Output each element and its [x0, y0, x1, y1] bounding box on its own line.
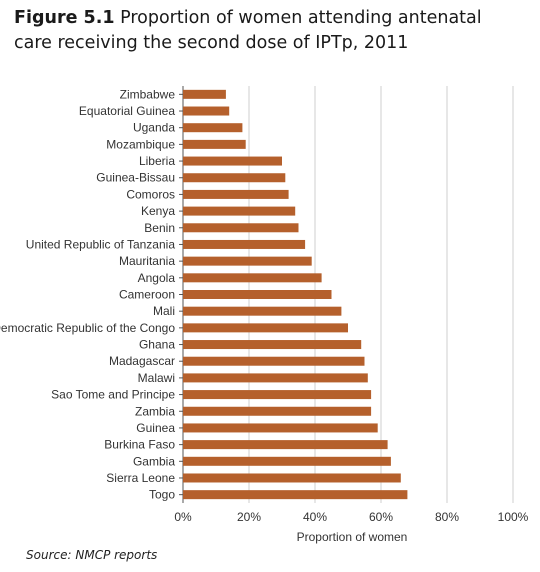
- bar: [183, 490, 408, 500]
- y-category-label: Guinea: [136, 421, 175, 435]
- y-category-label: Mozambique: [106, 137, 175, 151]
- y-category-label: Guinea-Bissau: [96, 171, 175, 185]
- source-note: Source: NMCP reports: [26, 548, 157, 562]
- bar: [183, 440, 388, 450]
- bar: [183, 156, 282, 166]
- y-category-label: Burkina Faso: [104, 438, 175, 452]
- x-tick-label: 20%: [237, 510, 261, 524]
- y-category-label: Madagascar: [109, 354, 175, 368]
- y-category-label: Togo: [149, 488, 175, 502]
- bar: [183, 423, 378, 433]
- bar: [183, 356, 365, 366]
- bar: [183, 306, 342, 316]
- bar: [183, 206, 296, 216]
- y-category-label: Angola: [138, 271, 176, 285]
- y-category-label: Zambia: [135, 404, 175, 418]
- x-axis-label: Proportion of women: [297, 530, 408, 544]
- bar: [183, 189, 289, 199]
- y-category-label: Malawi: [138, 371, 175, 385]
- bar: [183, 323, 348, 333]
- y-category-label: Comoros: [126, 187, 175, 201]
- bar: [183, 273, 322, 283]
- x-tick-label: 100%: [498, 510, 529, 524]
- x-tick-label: 80%: [435, 510, 459, 524]
- y-category-label: Ghana: [139, 338, 175, 352]
- y-category-label: Equatorial Guinea: [79, 104, 175, 118]
- bar: [183, 239, 306, 249]
- y-category-label: Sao Tome and Principe: [51, 388, 175, 402]
- source-text: NMCP reports: [75, 548, 158, 562]
- bar: [183, 106, 230, 116]
- figure-title-text: Proportion of women attending antenatal …: [14, 8, 482, 53]
- bar-chart: 0% 20% 40% 60% 80% 100% Zimbabwe Equatorial Gui…: [0, 86, 529, 544]
- y-category-label: Liberia: [139, 154, 175, 168]
- y-category-label: Zimbabwe: [120, 87, 176, 101]
- y-category-label: Uganda: [133, 121, 175, 135]
- bar: [183, 173, 286, 183]
- bar: [183, 223, 299, 233]
- source-label: Source:: [26, 548, 72, 562]
- x-tick-label: 60%: [369, 510, 393, 524]
- y-category-label: Democratic Republic of the Congo: [0, 321, 175, 335]
- x-tick-label: 0%: [174, 510, 192, 524]
- y-category-label: Kenya: [141, 204, 175, 218]
- bar: [183, 390, 372, 400]
- bar: [183, 373, 368, 383]
- bar: [183, 256, 312, 266]
- bar: [183, 406, 372, 416]
- bar: [183, 290, 332, 299]
- y-category-label: Sierra Leone: [106, 471, 175, 485]
- bar: [183, 456, 391, 466]
- y-category-label: Mali: [153, 304, 175, 318]
- bar: [183, 139, 246, 149]
- bar: [183, 89, 226, 99]
- chart-title: Figure 5.1 Proportion of women attending…: [14, 6, 524, 56]
- figure-label: Figure 5.1: [14, 8, 115, 28]
- y-category-label: Cameroon: [119, 288, 175, 302]
- y-category-label: United Republic of Tanzania: [26, 237, 176, 251]
- bar: [183, 340, 362, 350]
- y-category-label: Mauritania: [119, 254, 175, 268]
- bar: [183, 123, 243, 133]
- y-category-label: Gambia: [133, 454, 175, 468]
- x-tick-label: 40%: [303, 510, 327, 524]
- y-category-label: Benin: [144, 221, 175, 235]
- bar: [183, 473, 401, 483]
